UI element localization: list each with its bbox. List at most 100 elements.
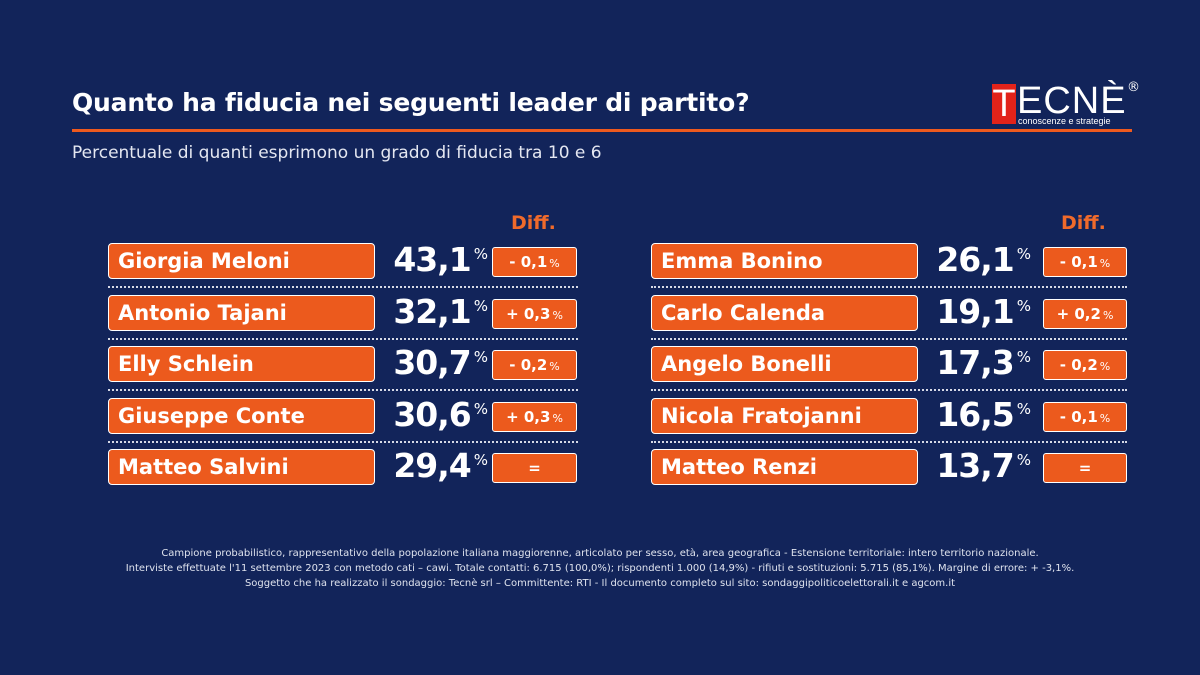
leader-name: Nicola Fratojanni [651,398,918,434]
diff-value: = [1078,459,1092,477]
leader-row: Matteo Salvini 29,4% = [108,446,578,485]
row-divider [651,286,1127,288]
trust-value-number: 19,1 [936,292,1014,331]
percent-sign: % [473,245,488,263]
percent-sign: % [1016,245,1031,263]
leader-row: Carlo Calenda 19,1% + 0,2% [651,292,1127,340]
diff-percent-sign: % [1099,412,1111,425]
page-title: Quanto ha fiducia nei seguenti leader di… [72,88,750,117]
diff-value: - 0,1 [1059,253,1098,271]
diff-percent-sign: % [552,412,563,425]
trust-value: 30,7% [384,340,492,384]
footnote-line: Soggetto che ha realizzato il sondaggio:… [244,578,956,589]
percent-sign: % [473,400,488,418]
diff-badge: - 0,1% [1043,402,1127,432]
leader-name: Elly Schlein [108,346,375,382]
diff-percent-sign: % [1099,360,1111,373]
trust-value: 29,4% [384,443,492,487]
trust-value-number: 30,7 [393,343,471,382]
row-divider [651,441,1127,443]
diff-value: - 0,2 [509,356,548,374]
diff-badge: - 0,1% [492,247,577,277]
leader-name: Angelo Bonelli [651,346,918,382]
diff-value: + 0,3 [506,408,551,426]
diff-value: = [528,459,541,477]
logo-tagline: conoscenze e strategie [1018,116,1111,126]
trust-value-number: 26,1 [936,240,1014,279]
diff-badge: = [492,453,577,483]
diff-badge: - 0,2% [1043,350,1127,380]
row-divider [651,389,1127,391]
row-divider [651,338,1127,340]
row-divider [108,286,578,288]
tecne-logo: T ECNÈ ® conoscenze e strategie [988,80,1148,130]
diff-percent-sign: % [549,257,560,270]
diff-badge: + 0,3% [492,402,577,432]
title-divider [72,129,1132,132]
trust-value: 19,1% [927,289,1035,333]
leader-row: Emma Bonino 26,1% - 0,1% [651,240,1127,288]
diff-value: - 0,1 [509,253,548,271]
diff-value: - 0,2 [1059,356,1098,374]
diff-value: + 0,3 [506,305,551,323]
leader-row: Nicola Fratojanni 16,5% - 0,1% [651,395,1127,443]
trust-value: 32,1% [384,289,492,333]
diff-badge: - 0,1% [1043,247,1127,277]
trust-value-number: 32,1 [393,292,471,331]
leader-row: Giorgia Meloni 43,1% - 0,1% [108,240,578,288]
percent-sign: % [473,348,488,366]
logo-mark: T [992,83,1016,125]
diff-badge: + 0,3% [492,299,577,329]
footnote-line: Interviste effettuate l'11 settembre 202… [125,563,1075,574]
leader-name: Giuseppe Conte [108,398,375,434]
leader-row: Giuseppe Conte 30,6% + 0,3% [108,395,578,443]
trust-value: 30,6% [384,392,492,436]
leader-name: Matteo Renzi [651,449,918,485]
row-divider [108,389,578,391]
leader-name: Antonio Tajani [108,295,375,331]
diff-badge: - 0,2% [492,350,577,380]
trust-value: 16,5% [927,392,1035,436]
diff-percent-sign: % [1099,257,1111,270]
trust-value-number: 17,3 [936,343,1014,382]
diff-header-left: Diff. [511,212,556,234]
row-divider [108,338,578,340]
diff-badge: = [1043,453,1127,483]
percent-sign: % [1016,400,1031,418]
percent-sign: % [473,297,488,315]
diff-header-right: Diff. [1061,212,1106,234]
trust-value-number: 13,7 [936,446,1014,485]
trust-value: 43,1% [384,237,492,281]
diff-badge: + 0,2% [1043,299,1127,329]
percent-sign: % [1016,297,1031,315]
footnote-line: Campione probabilistico, rappresentativo… [161,548,1039,559]
trust-value: 13,7% [927,443,1035,487]
trust-value-number: 30,6 [393,395,471,434]
leader-row: Matteo Renzi 13,7% = [651,446,1127,485]
leader-row: Angelo Bonelli 17,3% - 0,2% [651,343,1127,391]
leader-row: Elly Schlein 30,7% - 0,2% [108,343,578,391]
trust-value-number: 16,5 [936,395,1014,434]
percent-sign: % [473,451,488,469]
page-subtitle: Percentuale di quanti esprimono un grado… [72,143,602,163]
diff-value: - 0,1 [1059,408,1098,426]
leader-name: Carlo Calenda [651,295,918,331]
registered-mark: ® [1127,80,1140,95]
logo-wordmark: ECNÈ [1017,80,1127,122]
leader-name: Giorgia Meloni [108,243,375,279]
row-divider [108,441,578,443]
trust-value: 26,1% [927,237,1035,281]
diff-percent-sign: % [1102,309,1114,322]
trust-value-number: 43,1 [393,240,471,279]
trust-value-number: 29,4 [393,446,471,485]
methodology-footnote: Campione probabilistico, rappresentativo… [0,546,1200,591]
leader-name: Matteo Salvini [108,449,375,485]
percent-sign: % [1016,348,1031,366]
trust-value: 17,3% [927,340,1035,384]
diff-percent-sign: % [552,309,563,322]
diff-value: + 0,2 [1056,305,1101,323]
leader-row: Antonio Tajani 32,1% + 0,3% [108,292,578,340]
percent-sign: % [1016,451,1031,469]
diff-percent-sign: % [549,360,560,373]
leader-name: Emma Bonino [651,243,918,279]
